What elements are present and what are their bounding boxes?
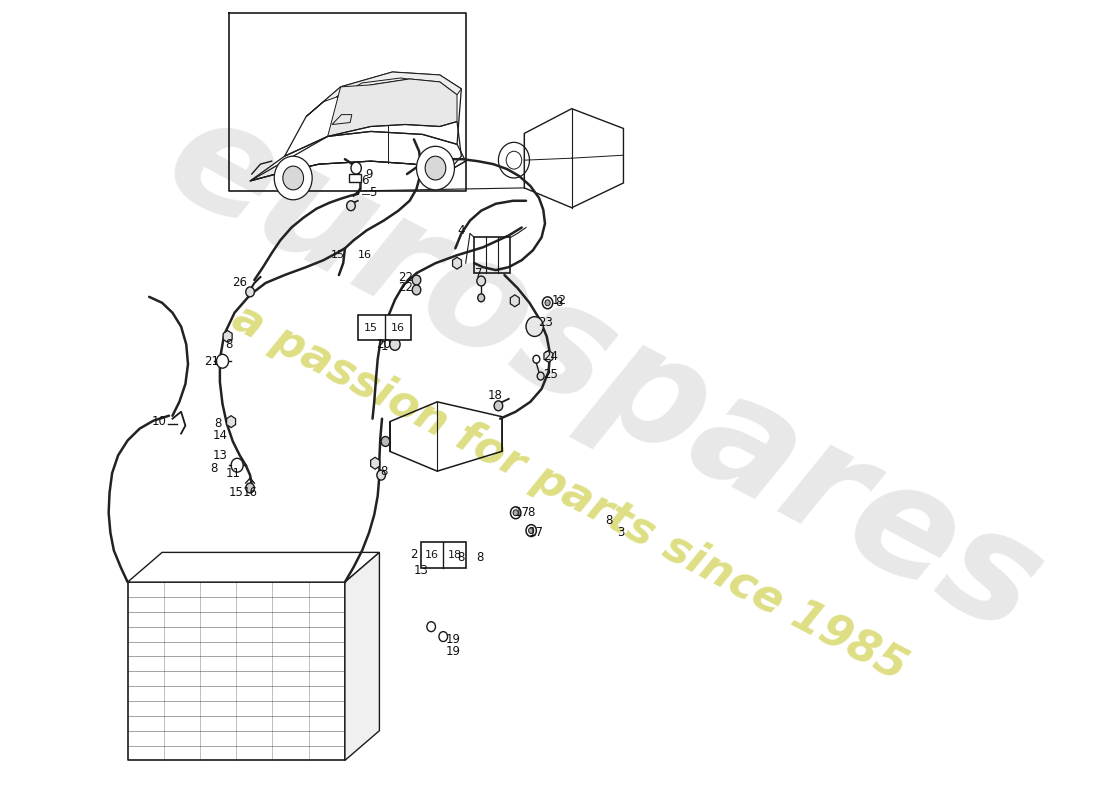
Bar <box>474 238 510 273</box>
Text: 16: 16 <box>358 250 372 260</box>
Text: 24: 24 <box>542 350 558 362</box>
Circle shape <box>245 483 254 493</box>
Circle shape <box>429 550 438 560</box>
Text: 15: 15 <box>229 486 244 499</box>
Text: 5: 5 <box>368 186 376 199</box>
Text: 8: 8 <box>528 506 535 519</box>
Text: 8: 8 <box>476 551 483 564</box>
Circle shape <box>351 162 361 174</box>
Polygon shape <box>227 416 235 427</box>
Circle shape <box>217 354 229 368</box>
Text: 19: 19 <box>446 645 460 658</box>
Bar <box>349 174 361 182</box>
Text: a passion for parts since 1985: a passion for parts since 1985 <box>224 296 914 690</box>
Polygon shape <box>128 552 380 582</box>
Text: 18: 18 <box>487 390 503 402</box>
Text: 16: 16 <box>390 322 405 333</box>
Circle shape <box>377 470 385 480</box>
Text: 8: 8 <box>214 417 222 430</box>
Circle shape <box>510 507 520 518</box>
Polygon shape <box>452 258 462 269</box>
Circle shape <box>231 458 243 472</box>
Circle shape <box>494 401 503 410</box>
Circle shape <box>537 372 544 380</box>
Circle shape <box>412 285 421 295</box>
Polygon shape <box>306 72 461 117</box>
Text: 3: 3 <box>617 526 625 539</box>
Polygon shape <box>345 552 379 760</box>
Circle shape <box>532 355 540 363</box>
Text: 8: 8 <box>556 296 562 310</box>
Bar <box>358 314 411 341</box>
Text: 16: 16 <box>243 486 257 499</box>
Text: 19: 19 <box>446 633 460 646</box>
Text: 1: 1 <box>381 340 388 353</box>
Circle shape <box>544 300 550 306</box>
Text: 22: 22 <box>398 282 412 294</box>
Text: 6: 6 <box>361 174 368 187</box>
Text: 20: 20 <box>376 338 392 351</box>
Text: 13: 13 <box>414 564 428 577</box>
Text: 4: 4 <box>458 224 465 237</box>
Circle shape <box>526 317 543 337</box>
Polygon shape <box>510 295 519 306</box>
Text: 12: 12 <box>551 294 566 307</box>
Circle shape <box>417 146 454 190</box>
Circle shape <box>412 275 421 285</box>
Text: 16: 16 <box>425 550 439 560</box>
Text: 23: 23 <box>538 316 553 329</box>
Text: 21: 21 <box>204 354 219 368</box>
Circle shape <box>526 525 537 537</box>
Text: 25: 25 <box>542 368 558 381</box>
Circle shape <box>529 528 534 534</box>
Text: 11: 11 <box>226 466 240 480</box>
Circle shape <box>346 201 355 210</box>
Circle shape <box>439 632 448 642</box>
Circle shape <box>513 510 518 516</box>
Circle shape <box>425 156 446 180</box>
Circle shape <box>274 156 312 200</box>
Polygon shape <box>328 79 456 136</box>
Text: 17: 17 <box>529 526 543 539</box>
Polygon shape <box>544 350 553 362</box>
Circle shape <box>542 297 553 309</box>
Circle shape <box>477 276 485 286</box>
Text: 22: 22 <box>398 270 412 283</box>
Text: 7: 7 <box>475 266 482 279</box>
Circle shape <box>477 294 485 302</box>
Text: 8: 8 <box>379 465 387 478</box>
Circle shape <box>427 622 436 632</box>
Text: 18: 18 <box>448 550 462 560</box>
Text: 8: 8 <box>458 551 465 564</box>
Text: 8: 8 <box>210 462 218 474</box>
Text: eurospares: eurospares <box>142 82 1065 666</box>
Text: 8: 8 <box>224 338 232 351</box>
Text: 17: 17 <box>514 506 529 519</box>
Text: 26: 26 <box>232 277 248 290</box>
Bar <box>421 542 465 568</box>
Circle shape <box>389 338 400 350</box>
Polygon shape <box>223 330 232 342</box>
Polygon shape <box>345 81 429 106</box>
Text: 13: 13 <box>212 449 228 462</box>
Polygon shape <box>371 458 380 469</box>
Text: 15: 15 <box>331 250 345 260</box>
Text: 10: 10 <box>152 415 167 428</box>
Text: 8: 8 <box>605 514 613 527</box>
Circle shape <box>381 437 389 446</box>
Text: 9: 9 <box>365 167 373 181</box>
Text: 15: 15 <box>364 322 377 333</box>
Text: 2: 2 <box>410 548 418 561</box>
Text: 14: 14 <box>212 429 228 442</box>
Circle shape <box>245 287 254 297</box>
Circle shape <box>283 166 304 190</box>
